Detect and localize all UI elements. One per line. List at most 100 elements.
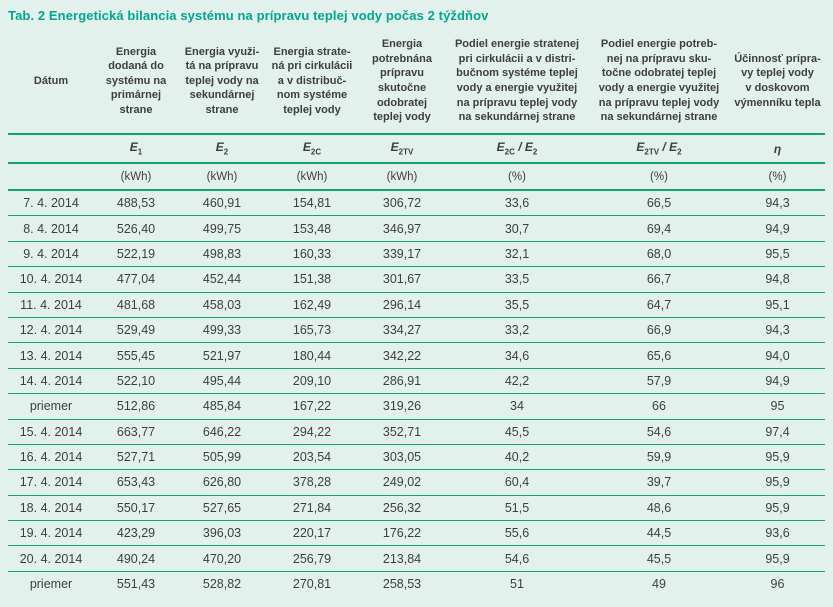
value-cell: 66 xyxy=(588,393,730,420)
date-cell: 15. 4. 2014 xyxy=(8,418,94,445)
value-cell: 94,3 xyxy=(730,189,825,216)
value-cell: 270,81 xyxy=(266,570,358,597)
table-row: 17. 4. 2014 653,43 626,80 378,28 249,02 60,4 3… xyxy=(8,469,825,496)
value-cell: 93,6 xyxy=(730,520,825,546)
value-cell: 180,44 xyxy=(266,342,358,369)
date-cell: priemer xyxy=(8,393,94,420)
date-cell: 9. 4. 2014 xyxy=(8,240,94,267)
value-cell: 30,7 xyxy=(446,215,588,242)
value-cell: 32,1 xyxy=(446,240,588,267)
value-cell: 271,84 xyxy=(266,494,358,521)
symbol-cell-eta: η xyxy=(730,133,825,163)
table-body: 7. 4. 2014 488,53 460,91 154,81 306,72 33,6 66… xyxy=(8,189,825,597)
unit-cell: (kWh) xyxy=(94,162,178,190)
value-cell: 165,73 xyxy=(266,316,358,343)
date-cell: 19. 4. 2014 xyxy=(8,520,94,546)
symbol-ratio-e2tv-e2: E2TV / E2 xyxy=(636,140,682,157)
value-cell: 33,5 xyxy=(446,266,588,293)
value-cell: 477,04 xyxy=(94,266,178,293)
value-cell: 160,33 xyxy=(266,240,358,267)
table-row: 11. 4. 2014 481,68 458,03 162,49 296,14 35,5 6… xyxy=(8,291,825,318)
value-cell: 209,10 xyxy=(266,367,358,394)
value-cell: 39,7 xyxy=(588,469,730,496)
unit-cell: (kWh) xyxy=(178,162,266,190)
value-cell: 66,5 xyxy=(588,189,730,216)
value-cell: 94,8 xyxy=(730,266,825,293)
value-cell: 527,65 xyxy=(178,494,266,521)
value-cell: 66,9 xyxy=(588,316,730,343)
col-header-e2tv: Energia potrebnána prípravu skutočne odo… xyxy=(372,38,432,124)
value-cell: 485,84 xyxy=(178,393,266,420)
unit-cell: (kWh) xyxy=(358,162,446,190)
value-cell: 499,33 xyxy=(178,316,266,343)
table-row: 8. 4. 2014 526,40 499,75 153,48 346,97 30,7 69… xyxy=(8,215,825,242)
value-cell: 55,6 xyxy=(446,520,588,546)
symbol-e2c: E2C xyxy=(302,140,322,157)
value-cell: 33,2 xyxy=(446,316,588,343)
value-cell: 306,72 xyxy=(358,189,446,216)
value-cell: 40,2 xyxy=(446,443,588,470)
col-header-e2: Energia využi- tá na prípravu teplej vod… xyxy=(184,45,260,116)
value-cell: 396,03 xyxy=(178,520,266,546)
value-cell: 522,19 xyxy=(94,240,178,267)
value-cell: 33,6 xyxy=(446,189,588,216)
value-cell: 249,02 xyxy=(358,469,446,496)
value-cell: 303,05 xyxy=(358,443,446,470)
date-cell: 8. 4. 2014 xyxy=(8,215,94,242)
symbol-cell-empty xyxy=(8,133,94,163)
value-cell: 498,83 xyxy=(178,240,266,267)
value-cell: 555,45 xyxy=(94,342,178,369)
value-cell: 423,29 xyxy=(94,520,178,546)
value-cell: 151,38 xyxy=(266,266,358,293)
table-row: 18. 4. 2014 550,17 527,65 271,84 256,32 51,5 4… xyxy=(8,494,825,521)
average-row: priemer 551,43 528,82 270,81 258,53 51 49 96 xyxy=(8,570,825,597)
value-cell: 286,91 xyxy=(358,367,446,394)
value-cell: 35,5 xyxy=(446,291,588,318)
table-title: Tab. 2 Energetická bilancia systému na p… xyxy=(8,8,489,23)
value-cell: 51 xyxy=(446,570,588,597)
value-cell: 95,9 xyxy=(730,545,825,572)
value-cell: 294,22 xyxy=(266,418,358,445)
value-cell: 95,5 xyxy=(730,240,825,267)
value-cell: 162,49 xyxy=(266,291,358,318)
value-cell: 94,3 xyxy=(730,316,825,343)
value-cell: 167,22 xyxy=(266,393,358,420)
value-cell: 296,14 xyxy=(358,291,446,318)
symbol-e1: E1 xyxy=(129,140,143,157)
value-cell: 45,5 xyxy=(588,545,730,572)
value-cell: 203,54 xyxy=(266,443,358,470)
value-cell: 352,71 xyxy=(358,418,446,445)
value-cell: 94,9 xyxy=(730,215,825,242)
value-cell: 49 xyxy=(588,570,730,597)
value-cell: 220,17 xyxy=(266,520,358,546)
value-cell: 301,67 xyxy=(358,266,446,293)
header-row: Dátum Energia dodaná do systému na primá… xyxy=(8,29,825,134)
value-cell: 334,27 xyxy=(358,316,446,343)
symbol-eta: η xyxy=(773,141,782,156)
table-row: 13. 4. 2014 555,45 521,97 180,44 342,22 34,6 6… xyxy=(8,342,825,369)
unit-cell: (%) xyxy=(730,162,825,190)
table-row: 12. 4. 2014 529,49 499,33 165,73 334,27 33,2 6… xyxy=(8,316,825,343)
value-cell: 339,17 xyxy=(358,240,446,267)
value-cell: 95 xyxy=(730,393,825,420)
value-cell: 213,84 xyxy=(358,545,446,572)
col-header-e2c: Energia strate- ná pri cirkulácii a v di… xyxy=(271,45,353,116)
value-cell: 551,43 xyxy=(94,570,178,597)
date-cell: 7. 4. 2014 xyxy=(8,189,94,216)
energy-balance-table: Dátum Energia dodaná do systému na primá… xyxy=(8,29,825,597)
date-cell: priemer xyxy=(8,570,94,597)
value-cell: 60,4 xyxy=(446,469,588,496)
average-row: priemer 512,86 485,84 167,22 319,26 34 66 95 xyxy=(8,393,825,420)
value-cell: 529,49 xyxy=(94,316,178,343)
value-cell: 258,53 xyxy=(358,570,446,597)
table-row: 14. 4. 2014 522,10 495,44 209,10 286,91 42,2 5… xyxy=(8,367,825,394)
value-cell: 96 xyxy=(730,570,825,597)
date-cell: 16. 4. 2014 xyxy=(8,443,94,470)
table-header: Dátum Energia dodaná do systému na primá… xyxy=(8,29,825,190)
value-cell: 319,26 xyxy=(358,393,446,420)
unit-cell: (%) xyxy=(446,162,588,190)
col-header-ratio-e2tv-e2: Podiel energie potreb- nej na prípravu s… xyxy=(598,38,720,124)
unit-row: (kWh) (kWh) (kWh) (kWh) (%) (%) (%) xyxy=(8,162,825,190)
value-cell: 66,7 xyxy=(588,266,730,293)
col-header-ratio-e2c-e2: Podiel energie stratenej pri cirkulácii … xyxy=(454,38,580,124)
